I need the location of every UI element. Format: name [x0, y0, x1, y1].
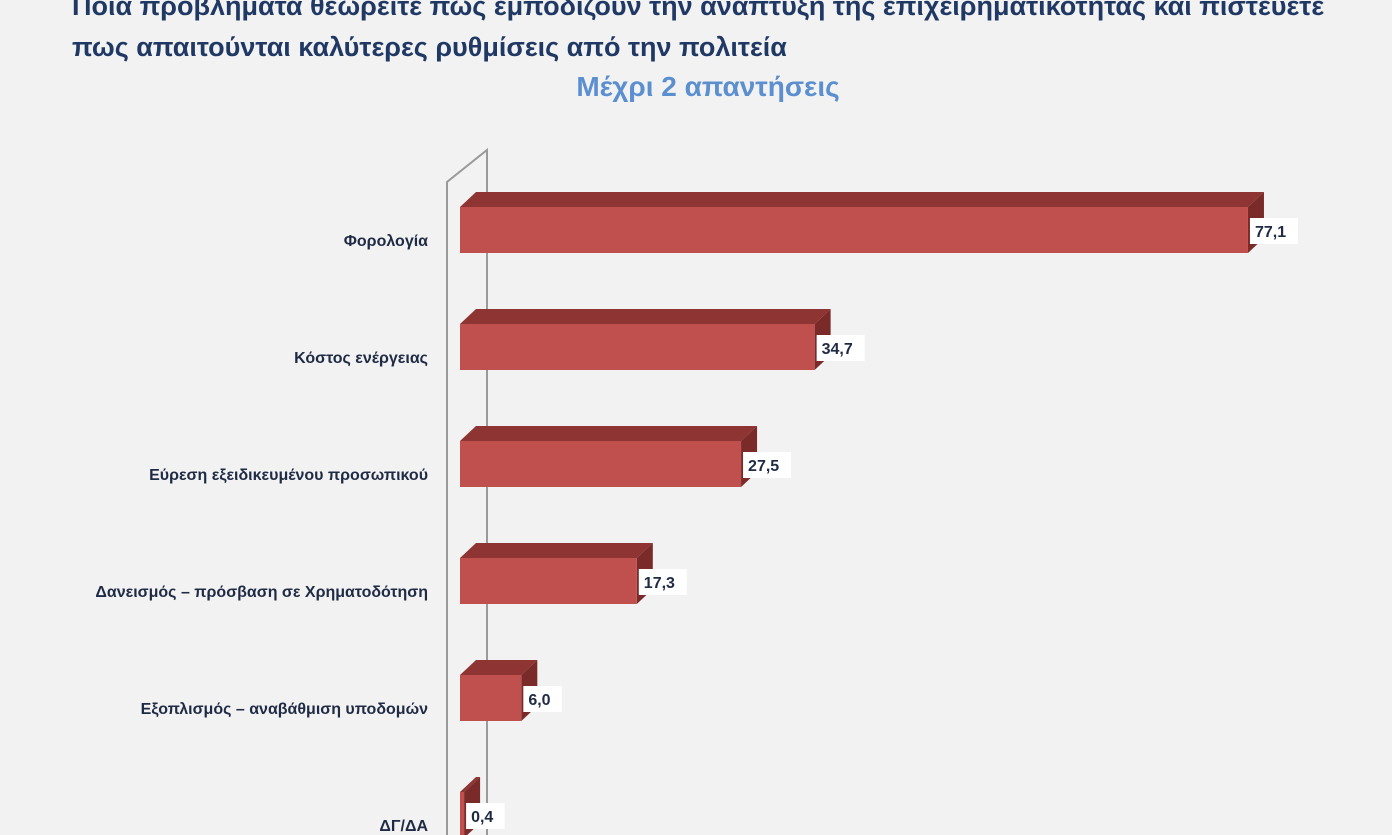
value-label-box — [743, 452, 792, 478]
value-label: 0,4 — [471, 809, 493, 826]
bar — [460, 207, 1248, 253]
labels-layer: 77,1 Φορολογία 34,7 Κόστος ενέργειας 27,5 Εύρ… — [95, 218, 1298, 835]
value-label-box — [816, 335, 865, 361]
bar-top-face — [460, 543, 653, 558]
category-label: Εξοπλισμός – αναβάθμιση υποδομών — [141, 701, 428, 718]
bar-top-face — [460, 660, 538, 675]
chart-title: Ποια προβλήματα θεωρείτε πως εμποδίζουν … — [72, 0, 1325, 62]
bar-group — [460, 426, 758, 487]
bar-group — [460, 309, 831, 370]
value-label: 27,5 — [748, 458, 779, 475]
chart-subtitle: Μέχρι 2 απαντήσεις — [576, 71, 840, 102]
category-label: Φορολογία — [344, 233, 428, 250]
bar — [460, 441, 742, 487]
value-label-box — [523, 686, 562, 712]
bar — [460, 675, 522, 721]
category-label: Κόστος ενέργειας — [294, 350, 428, 367]
bar — [460, 792, 465, 835]
axis-layer — [446, 147, 488, 835]
bar-group — [460, 543, 653, 604]
value-label-box — [638, 569, 687, 595]
category-label: ΔΓ/ΔΑ — [379, 818, 428, 835]
y-axis-wall — [446, 147, 488, 835]
bar — [460, 324, 815, 370]
bar-top-face — [460, 192, 1264, 207]
bar-top-face — [460, 426, 758, 441]
value-label: 6,0 — [528, 692, 550, 709]
category-label: Εύρεση εξειδικευμένου προσωπικού — [149, 467, 428, 484]
value-label-box — [1249, 218, 1298, 244]
bar-group — [460, 192, 1264, 253]
value-label: 77,1 — [1255, 224, 1286, 241]
bar-top-face — [460, 309, 831, 324]
bars-layer — [460, 192, 1264, 835]
bar-top-face — [460, 777, 481, 792]
category-label: Δανεισμός – πρόσβαση σε Χρηματοδότηση — [95, 584, 428, 601]
value-label: 34,7 — [822, 341, 853, 358]
value-label: 17,3 — [644, 575, 675, 592]
bar — [460, 558, 637, 604]
value-label-box — [466, 803, 505, 829]
